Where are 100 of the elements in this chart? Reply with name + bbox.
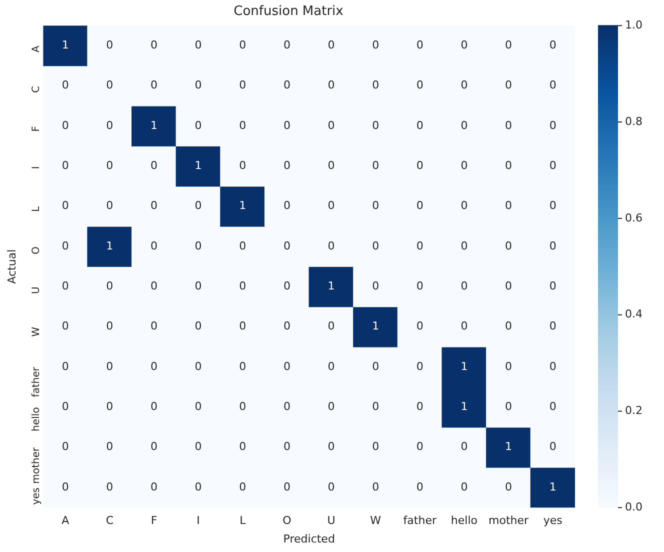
data-label: 0 (505, 360, 512, 373)
x-tick-label: mother (488, 514, 530, 528)
y-tick-label: father (30, 366, 42, 398)
data-label: 0 (505, 239, 512, 252)
data-label: 0 (150, 480, 158, 494)
data-label: 0 (549, 400, 556, 414)
data-label: 0 (460, 239, 468, 252)
data-label: 0 (549, 159, 556, 172)
data-label: 0 (194, 400, 202, 414)
data-label: 0 (62, 280, 69, 293)
data-label: 0 (416, 78, 424, 92)
data-label: 0 (372, 280, 380, 293)
data-label: 0 (372, 78, 380, 92)
data-label: 0 (239, 400, 246, 414)
data-label: 0 (106, 440, 114, 454)
y-tick-label: U (30, 286, 42, 294)
data-label: 0 (239, 38, 246, 52)
data-label: 0 (239, 118, 246, 132)
data-label: 0 (239, 320, 246, 333)
data-label: 0 (328, 159, 335, 172)
data-label: 0 (62, 239, 69, 252)
data-label: 0 (328, 38, 335, 52)
data-label: 0 (239, 440, 246, 454)
data-label: 0 (416, 440, 424, 454)
x-axis-title: Predicted (283, 532, 335, 546)
data-label: 0 (150, 320, 158, 333)
data-label: 0 (62, 199, 69, 212)
y-tick-label: W (30, 326, 42, 337)
color-bar-label: 0.8 (625, 114, 642, 128)
data-label: 0 (416, 480, 424, 494)
data-label: 0 (372, 480, 380, 494)
x-tick-label: father (403, 514, 437, 528)
data-label: 0 (416, 239, 424, 252)
color-bar-label: 1.0 (625, 18, 642, 32)
data-label: 0 (194, 38, 202, 52)
data-label: 0 (416, 118, 424, 132)
x-tick-label: F (150, 514, 158, 528)
data-label: 0 (416, 360, 424, 373)
data-label: 0 (460, 78, 468, 92)
data-label: 0 (416, 159, 424, 172)
data-label: 0 (328, 199, 335, 212)
data-label: 0 (194, 480, 202, 494)
data-label: 0 (106, 480, 114, 494)
data-label: 0 (283, 320, 290, 333)
data-label: 0 (505, 159, 512, 172)
data-label: 0 (283, 400, 290, 414)
data-label: 0 (372, 159, 380, 172)
data-label: 0 (505, 320, 512, 333)
data-label: 0 (549, 440, 556, 454)
data-label: 0 (416, 199, 424, 212)
x-tick-label: A (62, 514, 70, 528)
color-bar-label: 0.2 (625, 404, 642, 418)
data-label: 0 (549, 360, 556, 373)
data-label: 1 (239, 199, 246, 212)
data-label: 0 (239, 78, 246, 92)
data-label: 0 (283, 360, 290, 373)
data-label: 0 (505, 280, 512, 293)
data-label: 0 (150, 239, 158, 252)
data-label: 0 (194, 118, 202, 132)
data-label: 1 (460, 360, 468, 373)
data-label: 0 (372, 38, 380, 52)
data-label: 0 (106, 199, 114, 212)
y-tick-label: yes (30, 488, 42, 505)
data-label: 0 (283, 199, 290, 212)
data-label: 0 (372, 440, 380, 454)
data-label: 0 (505, 400, 512, 414)
x-tick-label: hello (450, 514, 478, 528)
data-label: 0 (150, 38, 158, 52)
data-label: 0 (62, 400, 69, 414)
data-label: 0 (62, 360, 69, 373)
data-label: 0 (194, 280, 202, 293)
y-tick-label: I (30, 166, 42, 170)
data-label: 0 (460, 440, 468, 454)
data-label: 1 (62, 38, 69, 52)
data-label: 0 (372, 360, 380, 373)
data-label: 0 (460, 38, 468, 52)
data-label: 1 (460, 400, 468, 414)
data-label: 0 (106, 280, 114, 293)
chart-title: Confusion Matrix (234, 4, 344, 20)
data-label: 0 (150, 280, 158, 293)
data-label: 0 (549, 320, 556, 333)
data-label: 0 (239, 280, 246, 293)
data-label: 0 (283, 480, 290, 494)
x-tick-label: L (240, 514, 247, 528)
data-label: 0 (328, 320, 335, 333)
data-label: 0 (150, 78, 158, 92)
data-label: 0 (505, 480, 512, 494)
data-label: 0 (416, 320, 424, 333)
data-label: 0 (194, 78, 202, 92)
x-tick-label: I (196, 514, 200, 528)
data-label: 1 (549, 480, 556, 494)
x-tick-label: W (370, 514, 382, 528)
data-label: 0 (549, 118, 556, 132)
data-label: 0 (372, 199, 380, 212)
data-label: 0 (150, 199, 158, 212)
data-label: 0 (460, 480, 468, 494)
data-label: 0 (460, 159, 468, 172)
data-label: 0 (283, 78, 290, 92)
data-label: 0 (283, 159, 290, 172)
data-label: 0 (460, 320, 468, 333)
